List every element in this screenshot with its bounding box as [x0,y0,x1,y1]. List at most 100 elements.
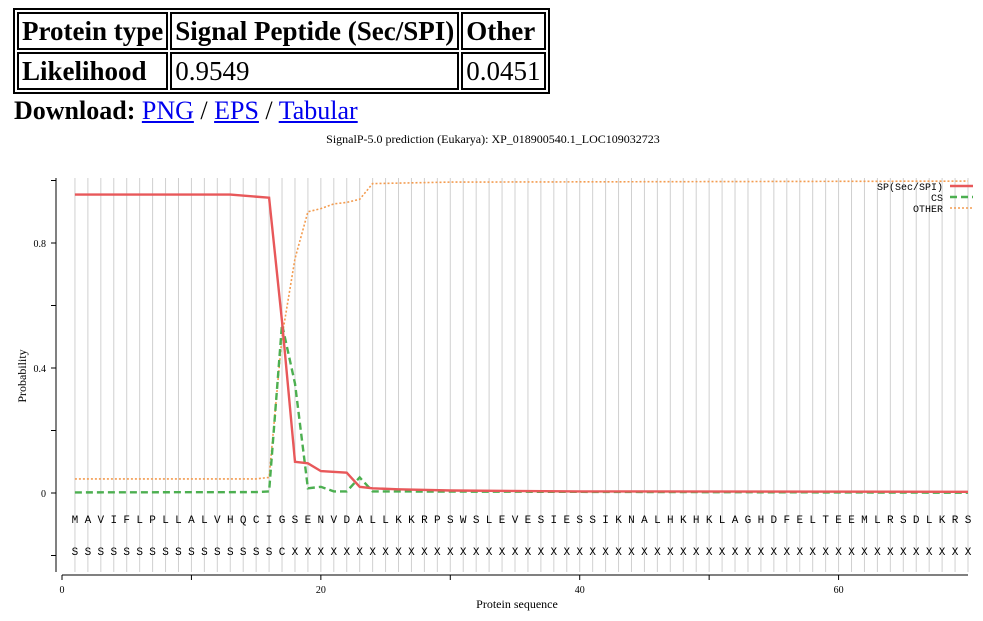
sequence-residue: S [473,515,480,527]
sequence-residue: N [318,515,325,527]
sequence-residue: S [900,515,907,527]
residue-label: X [745,547,752,559]
residue-label: X [680,547,687,559]
x-axis-label: Protein sequence [476,597,558,611]
sequence-residue: I [266,515,273,527]
residue-label: X [602,547,609,559]
sequence-residue: L [201,515,208,527]
value-other: 0.0451 [461,52,546,90]
link-separator: / [200,96,208,125]
sequence-residue: L [926,515,933,527]
sequence-residue: F [123,515,130,527]
residue-label: X [641,547,648,559]
sequence-residue: M [72,515,79,527]
sequence-residue: R [887,515,894,527]
residue-label: S [123,547,130,559]
residue-label: X [589,547,596,559]
sequence-residue: F [783,515,790,527]
sequence-residue: L [175,515,182,527]
residue-label: X [318,547,325,559]
sequence-residue: H [227,515,234,527]
sequence-residue: H [693,515,700,527]
sequence-residue: S [589,515,596,527]
residue-label: S [214,547,221,559]
residue-label: S [227,547,234,559]
sequence-residue: E [499,515,506,527]
download-eps-link[interactable]: EPS [214,96,259,125]
residue-label: X [382,547,389,559]
residue-label: X [861,547,868,559]
sequence-residue: S [292,515,299,527]
residue-label: X [292,547,299,559]
residue-label: X [356,547,363,559]
download-png-link[interactable]: PNG [141,96,194,125]
sequence-residue: A [732,515,739,527]
residue-label: X [305,547,312,559]
sequence-residue: H [667,515,674,527]
sequence-residue: N [628,515,635,527]
residue-label: X [408,547,415,559]
sequence-residue: R [952,515,959,527]
chart-title: SignalP-5.0 prediction (Eukarya): XP_018… [326,132,660,146]
residue-label: X [706,547,713,559]
sequence-residue: E [563,515,570,527]
table-row: Likelihood 0.9549 0.0451 [17,52,546,90]
sequence-residue: K [939,515,946,527]
residue-label: S [110,547,117,559]
sequence-residue: Q [240,515,247,527]
sequence-residue: G [279,515,286,527]
value-signal-peptide: 0.9549 [170,52,460,90]
sequence-residue: E [796,515,803,527]
residue-label: S [72,547,79,559]
row-label-likelihood: Likelihood [17,52,169,90]
download-links: Download: PNG / EPS / Tabular [14,95,358,127]
residue-label: X [512,547,519,559]
residue-label: X [343,547,350,559]
sequence-residue: D [913,515,920,527]
legend-label: CS [931,194,943,205]
residue-label: X [758,547,765,559]
residue-label: X [822,547,829,559]
residue-label: S [253,547,260,559]
residue-label: S [85,547,92,559]
sequence-residue: T [822,515,829,527]
sequence-residue: P [434,515,441,527]
residue-label: S [175,547,182,559]
sequence-residue: E [848,515,855,527]
series-line-sp-sec-spi [74,193,969,493]
residue-label: X [563,547,570,559]
residue-label: X [848,547,855,559]
sequence-residue: V [512,515,519,527]
residue-label: X [499,547,506,559]
sequence-residue: L [162,515,169,527]
y-tick-label: 0 [41,489,46,500]
residue-label: X [965,547,972,559]
download-tabular-link[interactable]: Tabular [278,96,358,125]
residue-label: X [447,547,454,559]
y-tick-label: 0.4 [34,364,47,375]
residue-label: X [369,547,376,559]
residue-label: X [473,547,480,559]
sequence-residue: E [525,515,532,527]
sequence-residue: L [719,515,726,527]
header-protein-type: Protein type [17,12,169,50]
residue-label: S [266,547,273,559]
table-header-row: Protein type Signal Peptide (Sec/SPI) Ot… [17,12,546,50]
chart-series [74,180,969,494]
sequence-residue: L [654,515,661,527]
residue-label: S [188,547,195,559]
prediction-summary-table: Protein type Signal Peptide (Sec/SPI) Ot… [13,8,550,94]
sequence-residue: A [85,515,92,527]
sequence-residue: M [861,515,868,527]
residue-label: X [887,547,894,559]
residue-label: X [421,547,428,559]
residue-label: X [874,547,881,559]
chart-gridlines [74,178,969,572]
residue-label: X [771,547,778,559]
residue-label: X [551,547,558,559]
residue-label: X [654,547,661,559]
sequence-residue: S [965,515,972,527]
